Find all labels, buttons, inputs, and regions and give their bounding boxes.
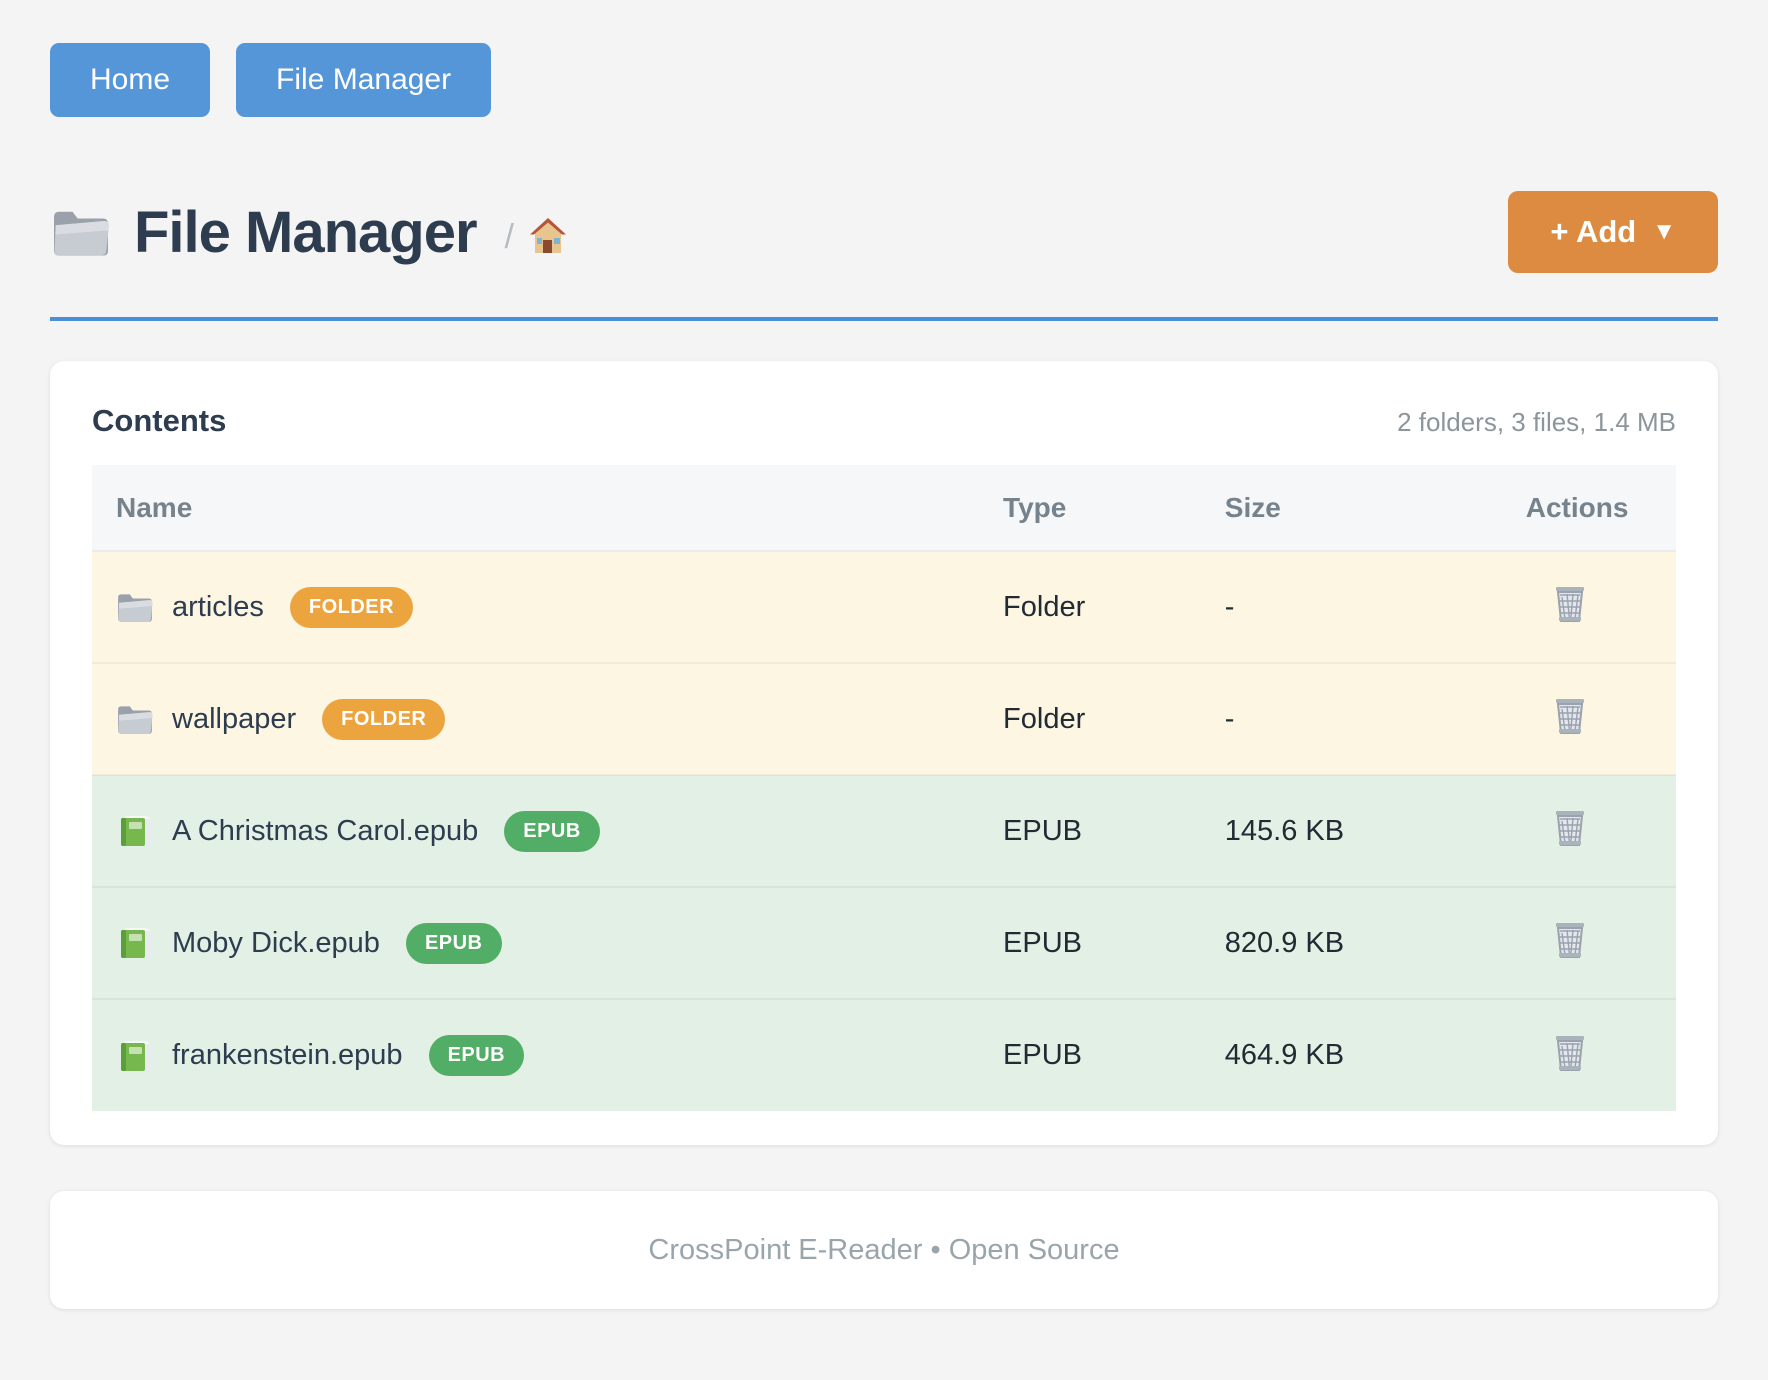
trash-icon — [1554, 586, 1585, 622]
file-name[interactable]: frankenstein.epub — [172, 1039, 403, 1071]
file-name[interactable]: articles — [172, 590, 264, 623]
top-nav: Home File Manager — [50, 43, 1718, 117]
trash-icon — [1554, 810, 1585, 846]
contents-heading: Contents — [92, 403, 227, 438]
page: Home File Manager File Manager / + Add ▼… — [50, 43, 1718, 1309]
delete-button[interactable] — [1552, 807, 1588, 847]
delete-button[interactable] — [1552, 695, 1588, 735]
type-badge: EPUB — [428, 1035, 525, 1076]
footer-text: CrossPoint E-Reader • Open Source — [648, 1233, 1120, 1266]
column-header-size: Size — [1200, 465, 1502, 551]
contents-card: Contents 2 folders, 3 files, 1.4 MB Name… — [50, 361, 1718, 1145]
table-row[interactable]: wallpaper FOLDER Folder - — [92, 662, 1676, 775]
cell-type: Folder — [979, 550, 1201, 663]
type-badge: EPUB — [405, 922, 502, 964]
cell-size: - — [1200, 550, 1502, 663]
table-row[interactable]: articles FOLDER Folder - — [92, 550, 1676, 663]
column-header-actions: Actions — [1501, 465, 1676, 551]
add-button[interactable]: + Add ▼ — [1508, 191, 1718, 273]
trash-icon — [1554, 698, 1585, 734]
delete-button[interactable] — [1552, 919, 1588, 959]
delete-button[interactable] — [1552, 1032, 1588, 1072]
column-header-type: Type — [979, 465, 1201, 551]
title-underline — [50, 317, 1718, 321]
cell-size: - — [1200, 662, 1502, 775]
file-table: Name Type Size Actions articles FOLDER F… — [92, 465, 1676, 1111]
file-name[interactable]: wallpaper — [172, 702, 297, 735]
cell-type: EPUB — [979, 774, 1201, 887]
table-row[interactable]: frankenstein.epub EPUB EPUB 464.9 KB — [92, 998, 1676, 1111]
nav-file-manager-button[interactable]: File Manager — [236, 43, 492, 117]
folder-icon — [118, 706, 153, 734]
type-badge: FOLDER — [289, 586, 414, 628]
file-name[interactable]: Moby Dick.epub — [172, 926, 380, 959]
home-icon[interactable] — [528, 217, 568, 255]
cell-type: EPUB — [979, 886, 1201, 999]
page-header: File Manager / + Add ▼ — [50, 191, 1718, 273]
cell-size: 464.9 KB — [1200, 998, 1502, 1111]
trash-icon — [1554, 922, 1585, 958]
column-header-name: Name — [92, 465, 980, 551]
book-icon — [121, 1040, 151, 1071]
page-title: File Manager — [134, 199, 478, 265]
book-icon — [121, 928, 151, 958]
add-button-label: + Add — [1550, 214, 1637, 249]
file-table-head: Name Type Size Actions — [92, 465, 1676, 551]
breadcrumb-separator: / — [504, 217, 514, 256]
folder-icon — [118, 594, 153, 622]
delete-button[interactable] — [1552, 583, 1588, 623]
file-table-body: articles FOLDER Folder - wallpaper FOLDE… — [92, 550, 1676, 1111]
chevron-down-icon: ▼ — [1652, 218, 1676, 245]
table-row[interactable]: Moby Dick.epub EPUB EPUB 820.9 KB — [92, 886, 1676, 999]
book-icon — [121, 816, 151, 846]
trash-icon — [1554, 1034, 1585, 1071]
type-badge: EPUB — [504, 810, 600, 852]
file-name[interactable]: A Christmas Carol.epub — [172, 814, 479, 847]
cell-size: 145.6 KB — [1200, 774, 1502, 887]
contents-card-header: Contents 2 folders, 3 files, 1.4 MB — [92, 403, 1676, 439]
cell-size: 820.9 KB — [1200, 886, 1502, 999]
type-badge: FOLDER — [322, 698, 446, 740]
contents-summary: 2 folders, 3 files, 1.4 MB — [1397, 407, 1676, 437]
cell-type: EPUB — [979, 998, 1201, 1111]
table-row[interactable]: A Christmas Carol.epub EPUB EPUB 145.6 K… — [92, 774, 1676, 887]
folder-icon — [54, 211, 109, 256]
footer-card: CrossPoint E-Reader • Open Source — [50, 1191, 1718, 1309]
cell-type: Folder — [979, 662, 1201, 775]
nav-home-button[interactable]: Home — [50, 43, 211, 117]
